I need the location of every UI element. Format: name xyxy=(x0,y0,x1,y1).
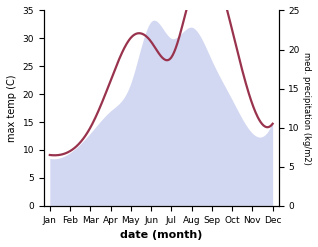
Y-axis label: max temp (C): max temp (C) xyxy=(7,74,17,142)
X-axis label: date (month): date (month) xyxy=(120,230,203,240)
Y-axis label: med. precipitation (kg/m2): med. precipitation (kg/m2) xyxy=(302,52,311,165)
